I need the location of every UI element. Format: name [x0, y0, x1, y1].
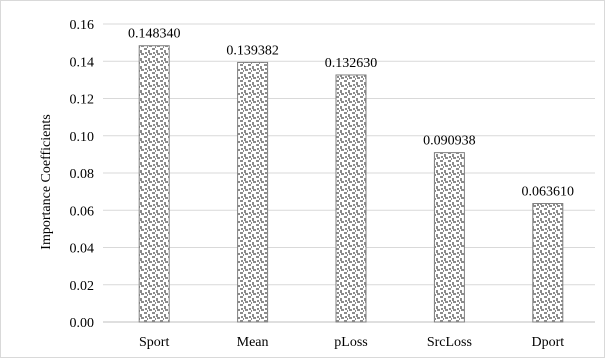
data-label-srcloss: 0.090938	[423, 134, 476, 149]
bar-dport	[532, 203, 564, 323]
y-tick-label: 0.08	[70, 167, 95, 182]
x-axis-categories: Sport Mean pLoss SrcLoss Dport	[139, 335, 564, 350]
bars	[138, 45, 564, 323]
category-label-srcloss: SrcLoss	[427, 335, 472, 350]
data-label-sport: 0.148340	[128, 27, 181, 42]
y-tick-label: 0.10	[70, 130, 95, 145]
y-tick-label: 0.00	[70, 316, 95, 331]
y-tick-label: 0.14	[70, 55, 95, 70]
bar-mean	[237, 61, 269, 323]
bar-ploss	[335, 74, 367, 323]
y-tick-label: 0.16	[70, 18, 95, 33]
data-label-dport: 0.063610	[522, 185, 575, 200]
bar-sport	[138, 45, 170, 323]
data-labels: 0.148340 0.139382 0.132630 0.090938 0.063610	[128, 27, 574, 200]
category-label-mean: Mean	[237, 335, 269, 350]
category-label-ploss: pLoss	[334, 335, 367, 350]
y-tick-label: 0.02	[70, 279, 95, 294]
y-axis-ticks: 0.00 0.02 0.04 0.06 0.08 0.10 0.12 0.14 0.16	[70, 18, 95, 331]
data-label-mean: 0.139382	[226, 43, 279, 58]
y-tick-label: 0.06	[70, 204, 95, 219]
bar-srcloss	[433, 152, 465, 323]
y-tick-label: 0.12	[70, 93, 95, 108]
category-label-sport: Sport	[139, 335, 169, 350]
y-axis-label: Importance Coefficients	[39, 114, 54, 249]
category-label-dport: Dport	[531, 335, 564, 350]
data-label-ploss: 0.132630	[325, 56, 378, 71]
y-tick-label: 0.04	[70, 242, 95, 257]
